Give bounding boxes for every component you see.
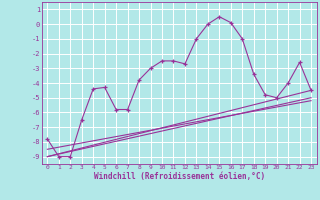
X-axis label: Windchill (Refroidissement éolien,°C): Windchill (Refroidissement éolien,°C) bbox=[94, 172, 265, 181]
